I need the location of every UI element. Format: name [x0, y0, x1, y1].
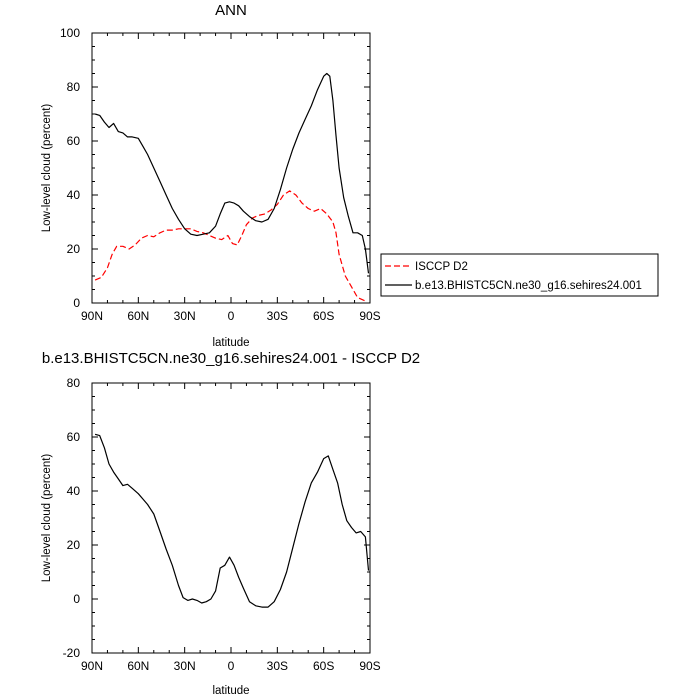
x-axis-label: latitude — [212, 685, 249, 697]
y-tick-label: 80 — [67, 80, 81, 94]
x-tick-label: 90N — [81, 309, 103, 323]
legend-label-0: ISCCP D2 — [415, 261, 468, 273]
x-tick-label: 30S — [267, 309, 288, 323]
y-tick-label: -20 — [63, 646, 81, 660]
y-tick-label: 60 — [67, 430, 81, 444]
y-tick-label: 0 — [73, 296, 80, 310]
plot-frame — [91, 382, 371, 654]
x-tick-label: 60N — [127, 659, 149, 673]
legend-label-1: b.e13.BHISTC5CN.ne30_g16.sehires24.001 — [415, 280, 642, 292]
y-tick-label: 100 — [60, 26, 80, 40]
chart-title: b.e13.BHISTC5CN.ne30_g16.sehires24.001 -… — [42, 350, 420, 367]
x-tick-label: 30N — [174, 659, 196, 673]
y-tick-label: 60 — [67, 134, 81, 148]
series-line-1 — [94, 72, 370, 274]
bottom-panel: b.e13.BHISTC5CN.ne30_g16.sehires24.001 -… — [41, 350, 420, 697]
y-tick-label: 20 — [67, 242, 81, 256]
plot-frame — [91, 32, 371, 304]
x-tick-label: 0 — [228, 309, 235, 323]
x-tick-label: 60S — [313, 309, 334, 323]
y-axis-label: Low-level cloud (percent) — [41, 454, 53, 583]
x-tick-label: 90N — [81, 659, 103, 673]
x-tick-label: 60S — [313, 659, 334, 673]
legend: ISCCP D2 b.e13.BHISTC5CN.ne30_g16.sehires… — [380, 253, 659, 297]
y-tick-label: 0 — [73, 592, 80, 606]
chart-title: ANN — [215, 2, 247, 19]
x-tick-label: 30S — [267, 659, 288, 673]
x-tick-label: 60N — [127, 309, 149, 323]
x-tick-label: 90S — [359, 309, 380, 323]
x-tick-label: 90S — [359, 659, 380, 673]
x-axis-label: latitude — [212, 337, 249, 349]
y-axis-label: Low-level cloud (percent) — [41, 104, 53, 233]
series-line-0 — [94, 190, 368, 303]
x-tick-label: 30N — [174, 309, 196, 323]
x-tick-label: 0 — [228, 659, 235, 673]
y-tick-label: 80 — [67, 376, 81, 390]
series-line-0 — [94, 433, 370, 608]
top-panel: ANN 90N 60N 30N 0 30S 60S 90S 0 20 40 60 80 100 latitu… — [41, 2, 659, 349]
y-tick-label: 40 — [67, 484, 81, 498]
legend-box — [380, 253, 659, 297]
y-tick-label: 20 — [67, 538, 81, 552]
y-tick-label: 40 — [67, 188, 81, 202]
